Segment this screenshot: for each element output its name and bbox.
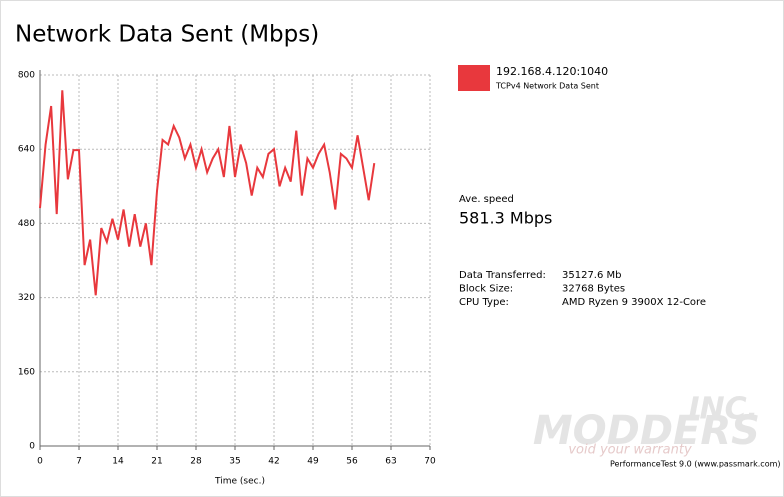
info-label: Block Size: — [459, 284, 513, 295]
info-value: 32768 Bytes — [562, 284, 625, 295]
data-line — [39, 90, 376, 296]
x-tick-label: 7 — [76, 457, 82, 467]
info-label: CPU Type: — [459, 297, 509, 308]
y-tick-label: 800 — [18, 71, 35, 81]
x-tick-label: 56 — [346, 457, 358, 467]
x-tick-label: 42 — [268, 457, 279, 467]
legend-description: TCPv4 Network Data Sent — [495, 82, 599, 91]
x-tick-label: 63 — [385, 457, 396, 467]
x-axis-label: Time (sec.) — [214, 477, 265, 487]
x-tick-label: 0 — [37, 457, 43, 467]
x-tick-label: 28 — [190, 457, 202, 467]
x-tick-label: 70 — [424, 457, 436, 467]
watermark: INC. — [688, 392, 758, 427]
watermark: MODDERS — [533, 408, 760, 454]
info-value: AMD Ryzen 9 3900X 12-Core — [562, 297, 706, 308]
y-tick-label: 320 — [18, 293, 35, 303]
info-label: Data Transferred: — [459, 270, 546, 281]
y-tick-label: 0 — [29, 442, 35, 452]
info-value: 35127.6 Mb — [562, 270, 622, 281]
avg-label: Ave. speed — [459, 194, 514, 205]
legend-swatch — [458, 65, 490, 91]
x-tick-label: 35 — [229, 457, 240, 467]
x-tick-label: 21 — [151, 457, 162, 467]
y-tick-label: 480 — [18, 219, 35, 229]
legend-label: 192.168.4.120:1040 — [496, 65, 608, 78]
y-tick-label: 160 — [18, 367, 35, 377]
x-tick-label: 14 — [112, 457, 124, 467]
footer: PerformanceTest 9.0 (www.passmark.com) — [610, 460, 781, 469]
chart-title: Network Data Sent (Mbps) — [15, 22, 319, 48]
watermark: void your warranty — [568, 443, 692, 458]
y-tick-label: 640 — [18, 145, 35, 155]
avg-value: 581.3 Mbps — [459, 209, 552, 228]
x-tick-label: 49 — [307, 457, 319, 467]
